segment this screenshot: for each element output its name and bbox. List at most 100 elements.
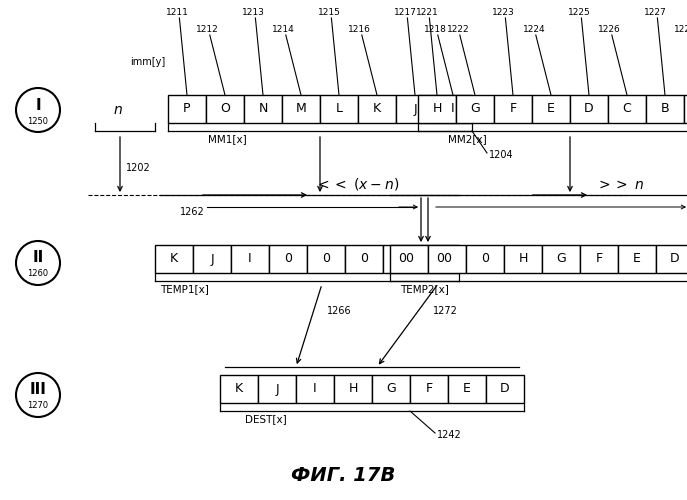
Text: n: n (113, 103, 122, 117)
Text: F: F (596, 252, 602, 266)
Bar (656, 245, 687, 273)
Text: $>>\ n$: $>>\ n$ (596, 178, 644, 192)
Text: 1213: 1213 (242, 8, 264, 17)
Text: 1224: 1224 (523, 25, 545, 34)
Text: 1215: 1215 (318, 8, 341, 17)
Bar (269, 245, 307, 273)
Text: G: G (556, 252, 566, 266)
Bar (456, 95, 494, 123)
Bar (193, 245, 231, 273)
Text: 0: 0 (405, 252, 413, 266)
Bar (307, 245, 345, 273)
Text: MM1[x]: MM1[x] (208, 134, 247, 144)
Text: K: K (373, 102, 381, 116)
Text: 1260: 1260 (27, 270, 49, 278)
Bar (504, 245, 542, 273)
Bar (206, 95, 244, 123)
Bar (466, 245, 504, 273)
Bar (684, 95, 687, 123)
Bar (421, 245, 459, 273)
Bar (418, 95, 456, 123)
Text: E: E (547, 102, 555, 116)
Text: DEST[x]: DEST[x] (245, 414, 286, 424)
Bar (296, 375, 334, 403)
Text: 1226: 1226 (598, 25, 621, 34)
Text: J: J (413, 102, 417, 116)
Bar (542, 245, 580, 273)
Bar (646, 95, 684, 123)
Text: F: F (425, 382, 433, 396)
Text: 0: 0 (398, 252, 406, 266)
Text: 1262: 1262 (180, 207, 205, 217)
Text: ФИГ. 17B: ФИГ. 17B (291, 466, 395, 485)
Bar (580, 245, 618, 273)
Text: 1211: 1211 (166, 8, 189, 17)
Text: II: II (32, 250, 44, 266)
Text: 1202: 1202 (126, 163, 150, 173)
Text: J: J (275, 382, 279, 396)
Text: 1204: 1204 (489, 150, 514, 160)
Text: N: N (258, 102, 268, 116)
Text: 1221: 1221 (416, 8, 439, 17)
Text: TEMP2[x]: TEMP2[x] (400, 284, 449, 294)
Text: 0: 0 (436, 252, 444, 266)
Bar (434, 95, 472, 123)
Text: L: L (335, 102, 343, 116)
Text: K: K (170, 252, 178, 266)
Text: F: F (510, 102, 517, 116)
Text: I: I (248, 252, 252, 266)
Text: H: H (432, 102, 442, 116)
Text: D: D (671, 252, 680, 266)
Text: I: I (35, 98, 41, 112)
Bar (570, 95, 608, 123)
Text: 1214: 1214 (273, 25, 295, 34)
Bar (372, 375, 410, 403)
Bar (608, 95, 646, 123)
Text: 1218: 1218 (425, 25, 447, 34)
Text: J: J (210, 252, 214, 266)
Bar (428, 245, 466, 273)
Text: G: G (386, 382, 396, 396)
Text: M: M (295, 102, 306, 116)
Bar (396, 95, 434, 123)
Bar (383, 245, 421, 273)
Bar (532, 95, 570, 123)
Bar (282, 95, 320, 123)
Bar (410, 375, 448, 403)
Text: E: E (633, 252, 641, 266)
Text: E: E (463, 382, 471, 396)
Bar (358, 95, 396, 123)
Text: I: I (451, 102, 455, 116)
Text: $<<\ (x - n)$: $<<\ (x - n)$ (315, 176, 399, 192)
Text: K: K (235, 382, 243, 396)
Text: TEMP1[x]: TEMP1[x] (160, 284, 209, 294)
Text: 1272: 1272 (433, 306, 458, 316)
Text: O: O (220, 102, 230, 116)
Bar (320, 95, 358, 123)
Text: 1222: 1222 (447, 25, 469, 34)
Text: imm[y]: imm[y] (130, 57, 166, 67)
Text: 1228: 1228 (675, 25, 687, 34)
Text: 1270: 1270 (27, 402, 49, 410)
Bar (244, 95, 282, 123)
Text: III: III (30, 382, 47, 398)
Bar (494, 95, 532, 123)
Bar (390, 245, 428, 273)
Text: H: H (518, 252, 528, 266)
Text: 1217: 1217 (394, 8, 417, 17)
Bar (231, 245, 269, 273)
Text: 1242: 1242 (437, 430, 462, 440)
Text: P: P (183, 102, 191, 116)
Text: I: I (313, 382, 317, 396)
Text: 0: 0 (360, 252, 368, 266)
Text: 1227: 1227 (644, 8, 667, 17)
Text: 0: 0 (481, 252, 489, 266)
Text: 1250: 1250 (27, 116, 49, 126)
Text: G: G (470, 102, 480, 116)
Bar (168, 95, 206, 123)
Bar (258, 375, 296, 403)
Bar (486, 375, 524, 403)
Text: 1225: 1225 (568, 8, 591, 17)
Bar (618, 245, 656, 273)
Text: D: D (500, 382, 510, 396)
